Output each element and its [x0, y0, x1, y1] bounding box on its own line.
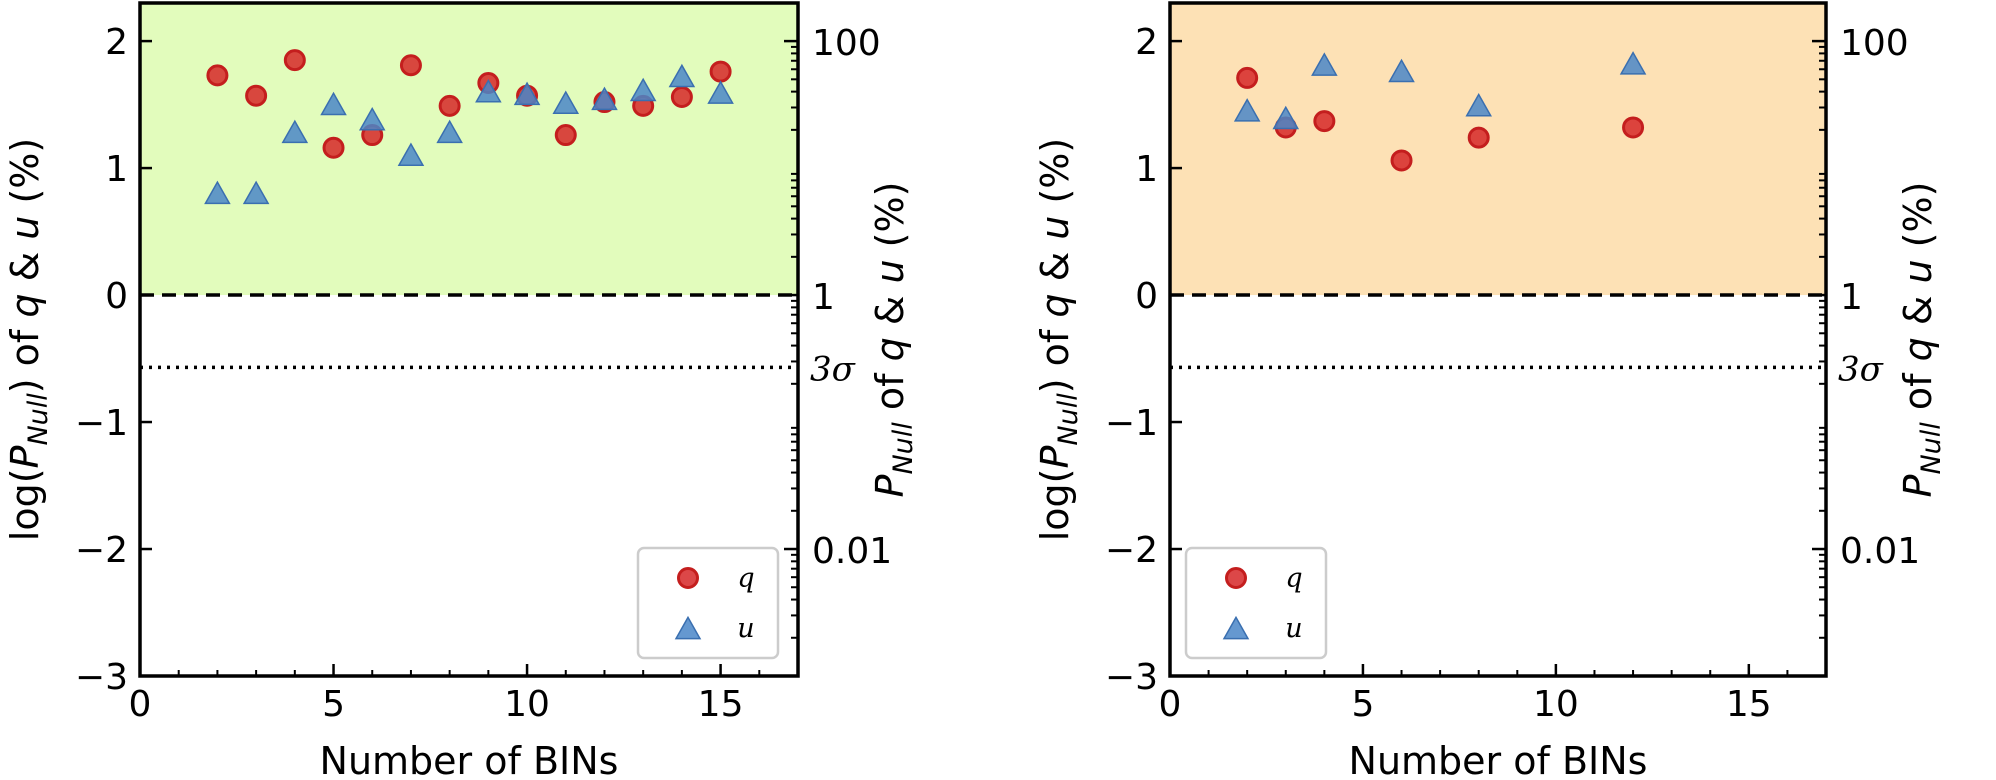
y-axis-title-left: log(PNull) of q & u (%) — [3, 138, 54, 541]
legend-label-u: u — [737, 613, 754, 644]
q-point — [322, 136, 345, 159]
u-point — [513, 81, 541, 106]
u-point — [397, 142, 425, 167]
x-tick-label: 15 — [698, 684, 744, 725]
legend-q-marker — [1225, 567, 1247, 589]
u-point — [1465, 92, 1492, 117]
x-tick-label: 0 — [129, 684, 152, 725]
u-point — [1619, 51, 1647, 75]
q-point — [1622, 116, 1645, 139]
u-point — [707, 80, 734, 104]
right-tick-label: 0.01 — [1840, 531, 1920, 572]
y-tick-label: −3 — [1105, 657, 1158, 698]
legend-u-marker — [674, 615, 702, 640]
legend-q-marker — [677, 567, 699, 589]
plot-frame — [1168, 1, 1828, 678]
right-tick-label: 1 — [1840, 277, 1863, 318]
y-tick-label: 0 — [105, 276, 128, 317]
three-sigma-label: 3σ — [1838, 349, 1884, 389]
u-point — [668, 63, 696, 88]
right-tick-label: 1 — [812, 277, 835, 318]
u-point — [591, 86, 618, 111]
u-point — [436, 119, 463, 144]
y-tick-label: −1 — [75, 403, 128, 444]
u-point — [629, 77, 657, 102]
shaded-region — [140, 3, 798, 296]
y-tick-label: 1 — [105, 149, 128, 190]
chart-panel-1: 0 5 10 15 −3 −2 −1 0 1 2 100 1 0.01 3σ Number of BINs l… — [3, 1, 919, 780]
right-tick-label: 100 — [1840, 23, 1909, 64]
right-tick-label: 0.01 — [812, 531, 892, 572]
q-point — [206, 64, 229, 87]
chart-panel-2: 0 5 10 15 −3 −2 −1 0 1 2 100 1 0.01 3σ Number of BINs l… — [1033, 1, 1947, 780]
y-axis-title-right: PNull of q & u (%) — [1896, 182, 1947, 498]
y-axis-title-right: PNull of q & u (%) — [868, 182, 919, 498]
q-point — [438, 94, 461, 117]
y-tick-label: −3 — [75, 657, 128, 698]
legend-label-q: q — [1285, 563, 1302, 594]
legend: qu — [1184, 546, 1328, 660]
q-point — [1390, 149, 1413, 172]
q-point — [709, 60, 732, 83]
q-point — [1467, 126, 1490, 149]
y-tick-label: 2 — [105, 22, 128, 63]
right-tick-label: 100 — [812, 23, 881, 64]
x-tick-label: 10 — [504, 684, 550, 725]
legend-box — [636, 546, 780, 660]
x-tick-label: 5 — [1351, 684, 1374, 725]
x-tick-label: 10 — [1533, 684, 1579, 725]
legend-label-u: u — [1285, 613, 1302, 644]
y-tick-label: 0 — [1135, 276, 1158, 317]
y-tick-label: −2 — [75, 530, 128, 571]
q-point — [245, 84, 268, 107]
u-point — [320, 91, 347, 116]
q-point — [1236, 66, 1259, 89]
u-point — [1233, 98, 1261, 122]
u-point — [281, 119, 309, 144]
u-point — [1388, 58, 1415, 83]
u-point — [1272, 105, 1300, 130]
q-point — [1313, 110, 1336, 133]
legend-box — [1184, 546, 1328, 660]
u-point — [475, 79, 502, 103]
x-tick-label: 0 — [1159, 684, 1182, 725]
y-tick-label: 2 — [1135, 22, 1158, 63]
x-tick-label: 5 — [322, 684, 345, 725]
u-point — [552, 90, 580, 114]
u-point — [242, 180, 270, 205]
x-axis-title: Number of BINs — [320, 739, 619, 780]
legend-u-marker — [1222, 615, 1250, 640]
plot-frame — [138, 1, 800, 678]
y-axis-title-left: log(PNull) of q & u (%) — [1033, 138, 1084, 541]
x-axis-title: Number of BINs — [1349, 739, 1648, 780]
q-point — [283, 49, 306, 72]
y-tick-label: −1 — [1105, 403, 1158, 444]
legend-label-q: q — [737, 563, 754, 594]
x-tick-label: 15 — [1726, 684, 1772, 725]
three-sigma-label: 3σ — [810, 349, 856, 389]
q-point — [554, 124, 577, 147]
u-point — [204, 180, 231, 205]
q-point — [399, 54, 422, 77]
u-point — [1311, 52, 1338, 76]
legend: qu — [636, 546, 780, 660]
q-point — [670, 85, 693, 108]
shaded-region — [1170, 3, 1826, 296]
y-tick-label: −2 — [1105, 530, 1158, 571]
y-tick-label: 1 — [1135, 149, 1158, 190]
u-point — [358, 106, 386, 131]
